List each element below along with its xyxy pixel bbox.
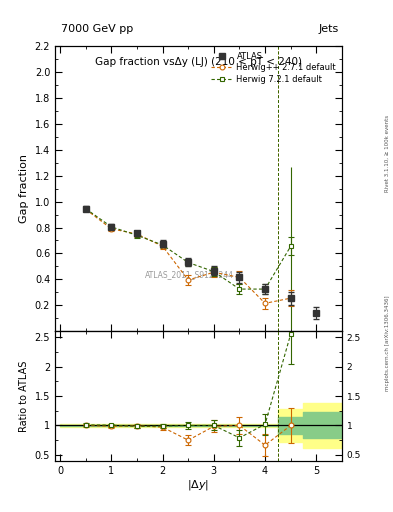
Legend: ATLAS, Herwig++ 2.7.1 default, Herwig 7.2.1 default: ATLAS, Herwig++ 2.7.1 default, Herwig 7.…	[210, 50, 338, 86]
Text: mcplots.cern.ch [arXiv:1306.3436]: mcplots.cern.ch [arXiv:1306.3436]	[385, 295, 390, 391]
Text: ATLAS_2011_S9126244: ATLAS_2011_S9126244	[145, 270, 234, 279]
Text: 7000 GeV pp: 7000 GeV pp	[61, 24, 133, 34]
Y-axis label: Gap fraction: Gap fraction	[19, 154, 29, 223]
Y-axis label: Ratio to ATLAS: Ratio to ATLAS	[19, 360, 29, 432]
X-axis label: |$\Delta y$|: |$\Delta y$|	[187, 478, 209, 493]
Text: Jets: Jets	[318, 24, 339, 34]
Text: Gap fraction vsΔy (LJ) (210 < pT < 240): Gap fraction vsΔy (LJ) (210 < pT < 240)	[95, 57, 302, 68]
Text: Rivet 3.1.10, ≥ 100k events: Rivet 3.1.10, ≥ 100k events	[385, 115, 390, 192]
